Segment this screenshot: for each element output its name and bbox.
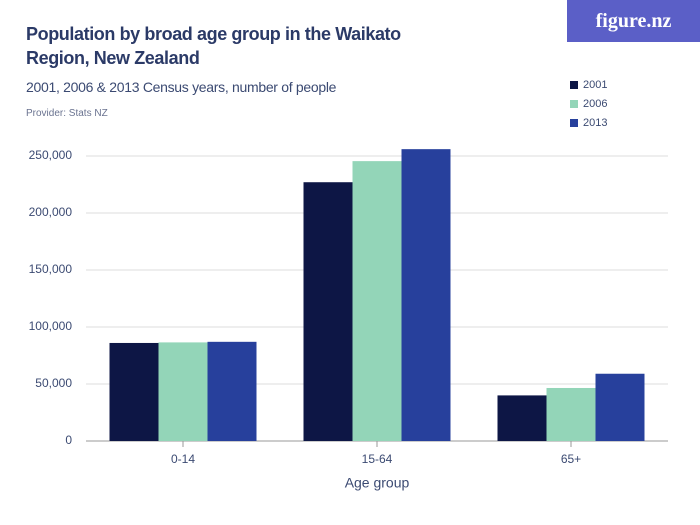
x-tick-label: 0-14 [171,452,195,466]
bar [595,373,645,441]
y-tick-label: 100,000 [29,319,73,333]
provider: Provider: Stats NZ [26,108,108,119]
chart-title: Population by broad age group in the Wai… [26,24,401,68]
bar [303,182,353,441]
legend-label: 2006 [583,98,607,110]
bar [352,161,402,441]
y-tick-label: 0 [65,433,72,447]
bar [158,342,208,441]
logo[interactable]: figure.nz [567,0,700,42]
x-tick-label: 65+ [561,452,581,466]
y-tick-label: 50,000 [35,376,72,390]
legend-swatch [570,100,578,108]
legend-swatch [570,81,578,89]
chart-subtitle: 2001, 2006 & 2013 Census years, number o… [26,79,337,95]
bar [401,149,451,441]
x-tick-label: 15-64 [362,452,393,466]
x-axis-label: Age group [345,475,410,491]
y-tick-label: 200,000 [29,205,73,219]
bar [546,387,596,441]
y-tick-label: 250,000 [29,148,73,162]
legend-label: 2001 [583,79,607,91]
y-tick-label: 150,000 [29,262,73,276]
bar [207,341,257,441]
bar [109,342,159,441]
legend-label: 2013 [583,117,607,129]
bar [497,395,547,441]
legend-swatch [570,119,578,127]
